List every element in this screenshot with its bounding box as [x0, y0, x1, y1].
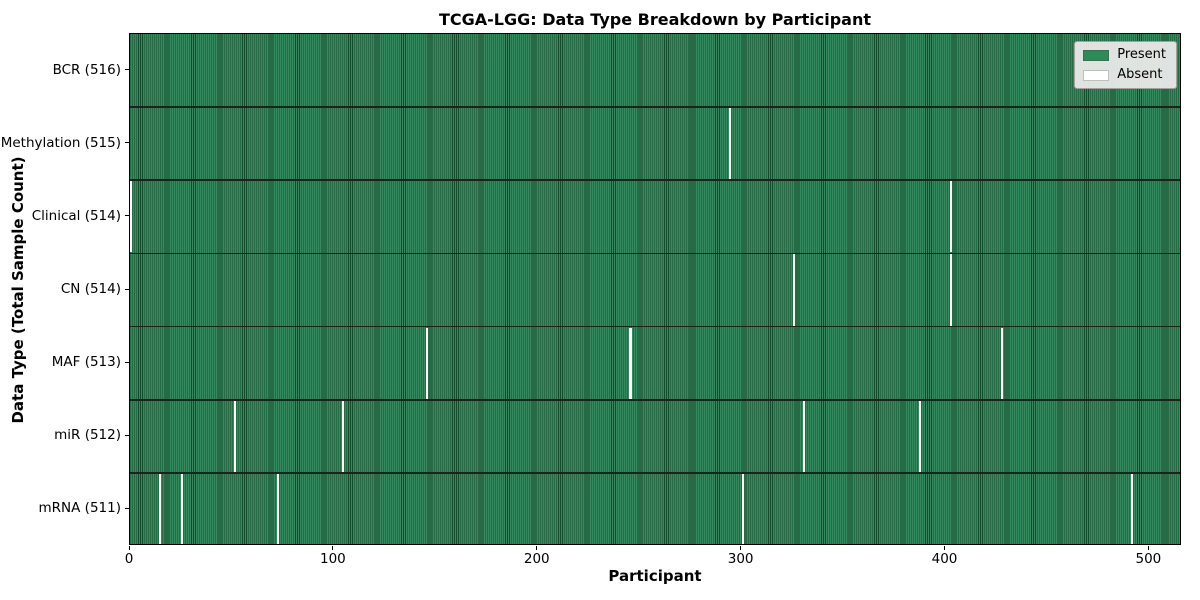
x-tick: [332, 545, 334, 550]
x-tick: [1147, 545, 1149, 550]
x-tick: [740, 545, 742, 550]
absent-marker: [276, 473, 279, 544]
data-type-row-BCR: [130, 34, 1180, 108]
row-separator: [130, 398, 1180, 401]
row-separator: [130, 472, 1180, 474]
absent-marker: [425, 327, 428, 399]
y-tick-label: Clinical (514): [31, 207, 121, 224]
absent-marker: [1000, 327, 1003, 399]
absent-marker: [802, 400, 805, 472]
data-type-row-MAF: [130, 326, 1180, 400]
data-type-row-mRNA: [130, 472, 1180, 544]
absent-swatch-icon: [1083, 69, 1110, 81]
data-type-row-Clinical: [130, 180, 1180, 254]
y-tick: [124, 215, 129, 217]
absent-marker: [729, 108, 732, 180]
absent-marker: [949, 254, 952, 326]
x-tick-label: 300: [727, 551, 754, 567]
row-separator: [130, 179, 1180, 182]
absent-marker: [233, 400, 237, 472]
x-axis-label: Participant: [608, 567, 702, 585]
y-tick: [124, 361, 129, 363]
legend-label-present: Present: [1117, 47, 1166, 62]
x-tick: [128, 545, 130, 550]
x-tick-label: 0: [124, 551, 134, 567]
absent-marker: [741, 473, 744, 544]
legend-label-absent: Absent: [1117, 67, 1163, 82]
row-separator: [130, 106, 1180, 108]
absent-marker: [342, 400, 345, 472]
chart-title: TCGA-LGG: Data Type Breakdown by Partici…: [438, 10, 872, 29]
y-tick: [124, 507, 129, 509]
x-tick: [536, 545, 538, 550]
y-tick-label: Methylation (515): [0, 134, 121, 151]
y-tick: [124, 288, 129, 290]
data-type-row-miR: [130, 399, 1180, 473]
absent-marker: [792, 254, 795, 326]
y-tick-label: MAF (513): [51, 354, 121, 371]
y-tick: [124, 69, 129, 71]
x-tick-label: 100: [319, 551, 346, 567]
y-tick-label: mRNA (511): [38, 500, 121, 517]
legend-item-absent: Absent: [1083, 68, 1166, 82]
row-separator: [130, 325, 1180, 328]
absent-marker: [949, 181, 952, 253]
y-tick-label: miR (512): [54, 427, 121, 444]
legend-item-present: Present: [1083, 48, 1166, 62]
absent-marker: [1131, 473, 1134, 544]
y-tick: [124, 434, 129, 436]
row-separator: [130, 252, 1180, 255]
absent-marker: [130, 181, 133, 253]
x-tick-label: 500: [1135, 551, 1162, 567]
y-tick: [124, 142, 129, 144]
legend: Present Absent: [1074, 41, 1177, 89]
absent-marker: [180, 473, 184, 544]
data-type-row-Methylation: [130, 107, 1180, 181]
absent-marker: [919, 400, 922, 472]
y-tick-label: BCR (516): [52, 61, 121, 78]
absent-marker: [158, 473, 161, 544]
present-swatch-icon: [1083, 49, 1110, 61]
x-tick-label: 200: [523, 551, 550, 567]
y-tick-label: CN (514): [60, 281, 121, 297]
data-type-row-CN: [130, 253, 1180, 327]
absent-marker: [629, 327, 632, 399]
x-tick: [944, 545, 945, 550]
plot-area: [129, 33, 1181, 545]
x-tick-label: 400: [931, 551, 958, 567]
y-axis-label-text: Data Type (Total Sample Count): [9, 156, 27, 424]
